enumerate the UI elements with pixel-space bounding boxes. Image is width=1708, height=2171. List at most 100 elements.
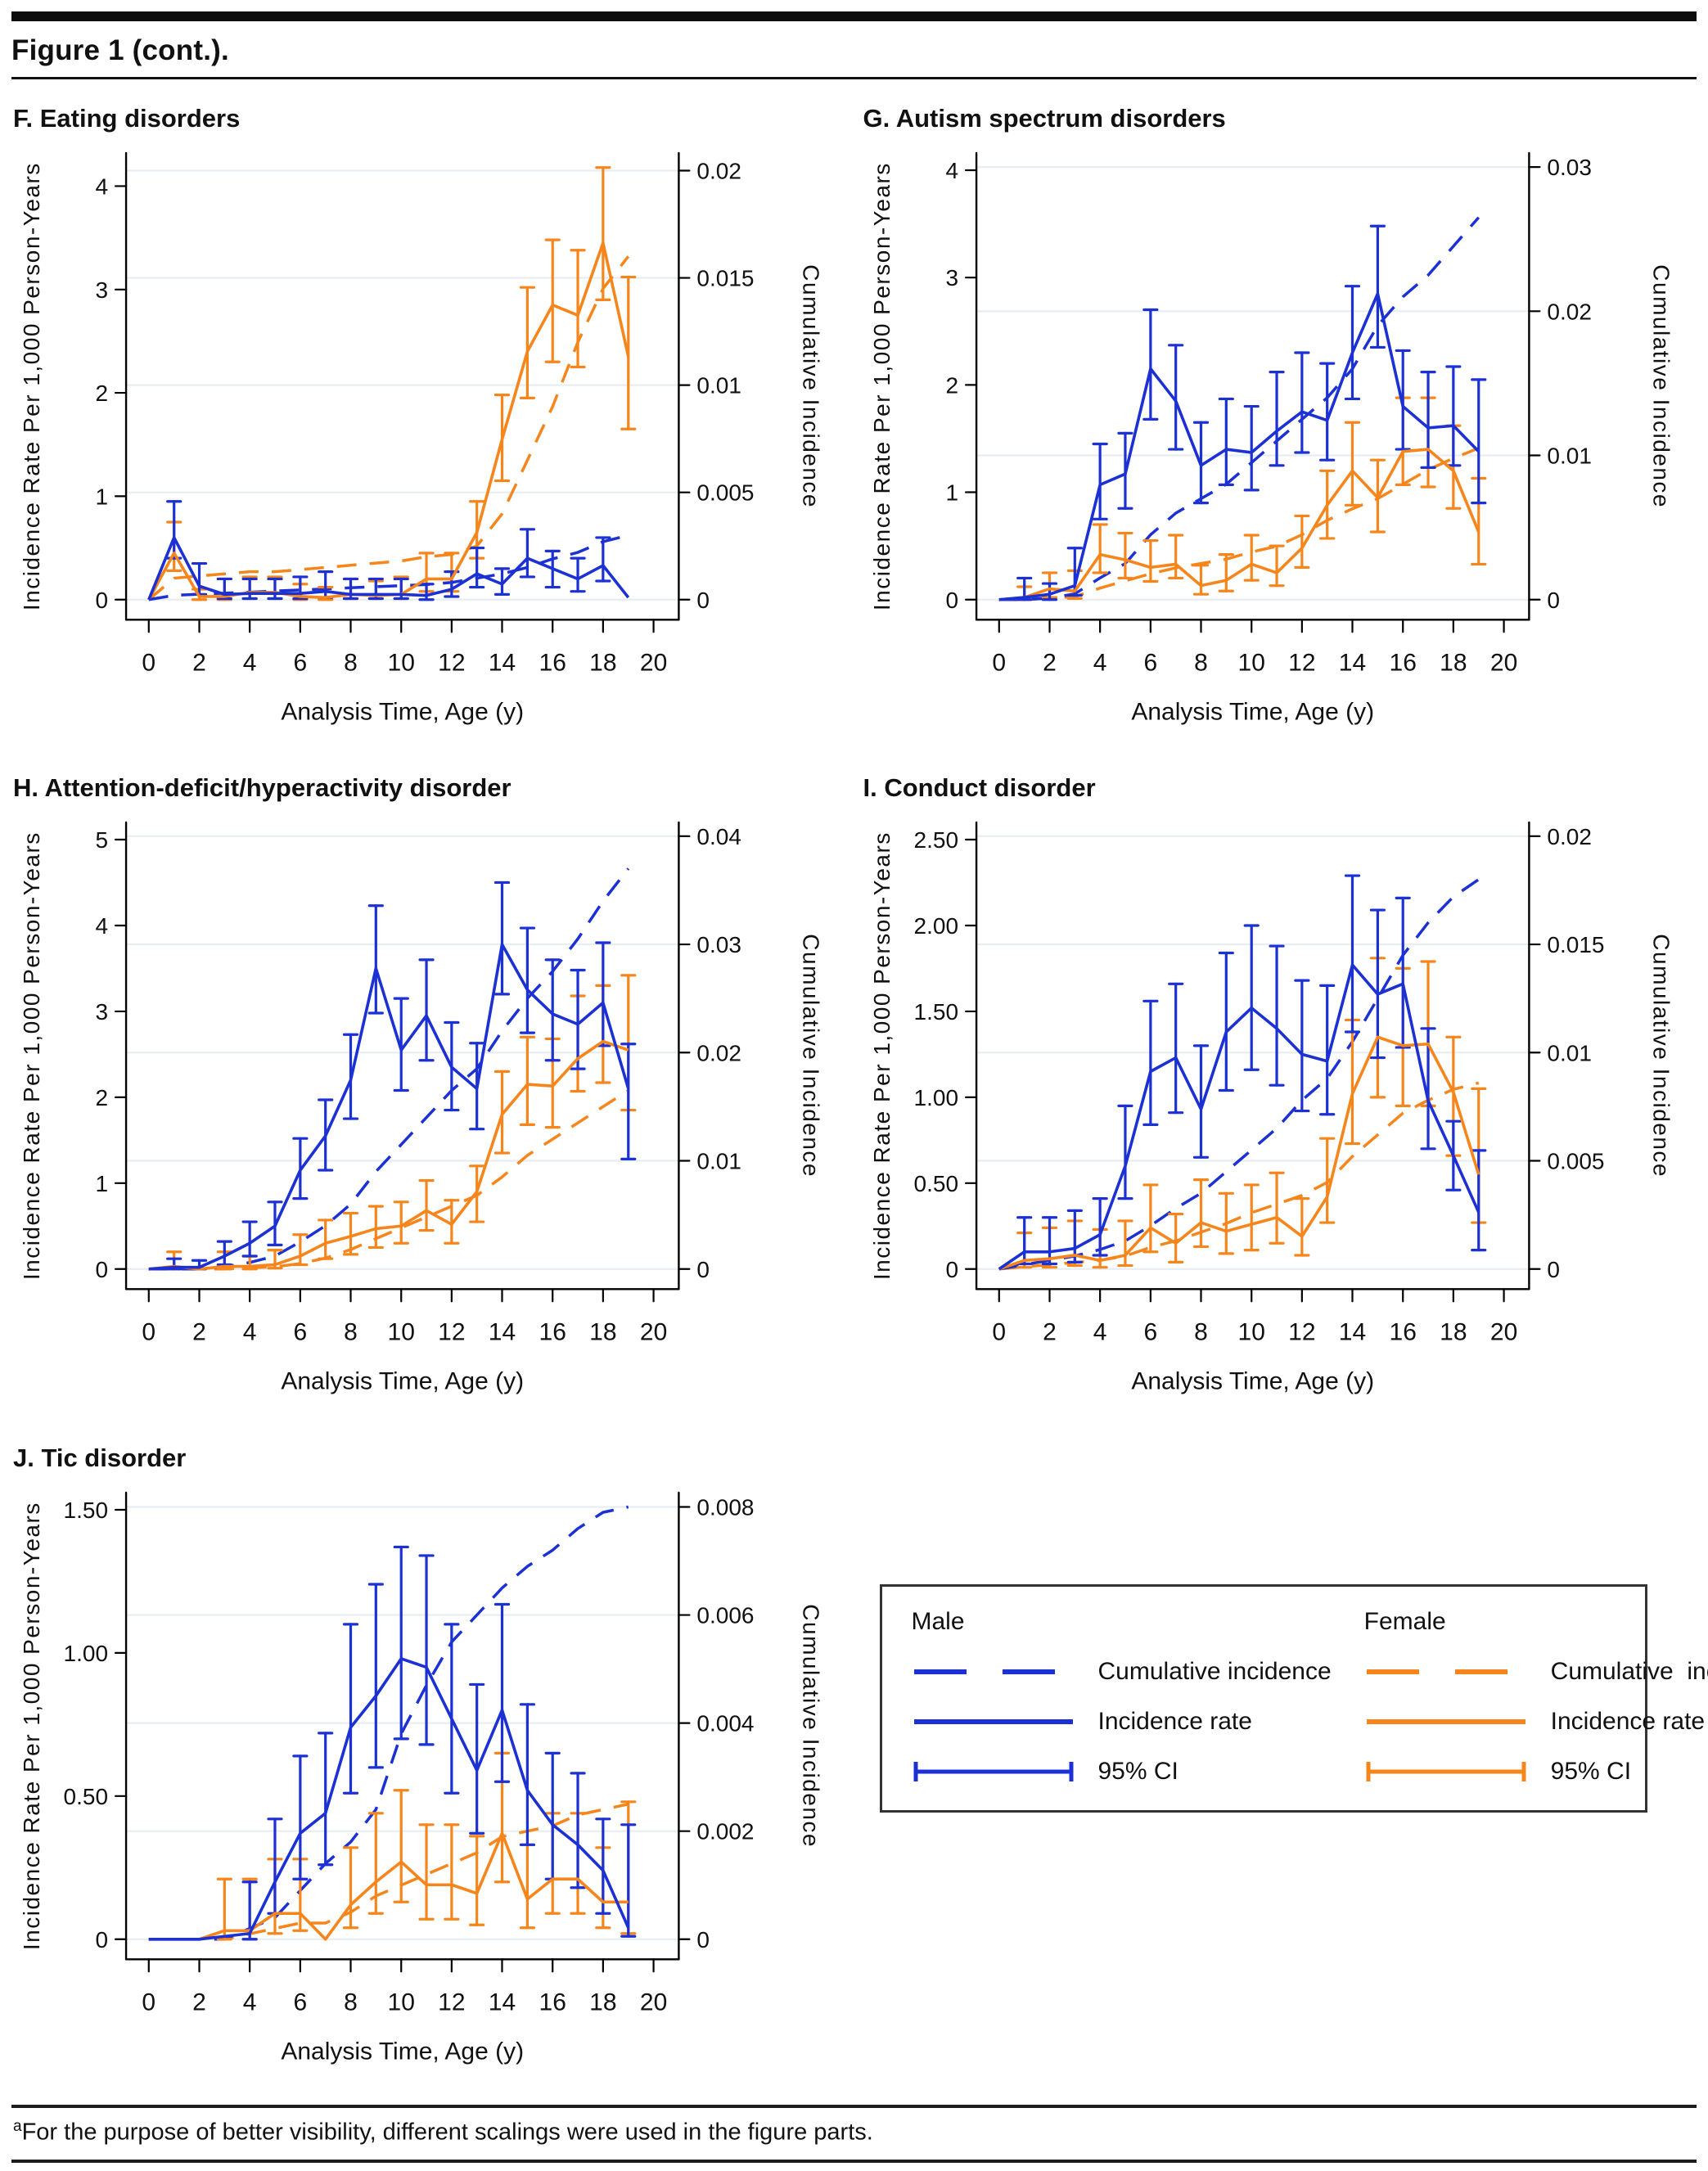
panel-grid: F. Eating disorders 0 1 2 3 4 0 0.005 0.01 0.015… bbox=[0, 104, 1708, 2083]
legend-column-male: Male Cumulative incidence Incidence rate bbox=[912, 1606, 1332, 1786]
left-axis-title: Incidence Rate Per 1,000 Person-Years bbox=[869, 162, 895, 610]
footnote-marker: a bbox=[13, 2118, 22, 2136]
x-tick-label: 14 bbox=[1338, 1319, 1365, 1346]
right-tick-label: 0.005 bbox=[696, 480, 754, 506]
panel-J: J. Tic disorder 0 0.50 1.00 1.50 0 0.002 0.004… bbox=[11, 1444, 847, 2083]
x-tick-label: 20 bbox=[640, 649, 667, 676]
x-tick-label: 14 bbox=[489, 649, 516, 676]
right-axis-title: Cumulative Incidence bbox=[1648, 935, 1674, 1178]
x-tick-label: 10 bbox=[388, 1319, 415, 1346]
male-incidence-rate-line bbox=[998, 292, 1480, 601]
x-tick-label: 6 bbox=[294, 1989, 308, 2016]
male-cumulative-incidence-line bbox=[148, 534, 629, 601]
male-cumulative-incidence-line bbox=[148, 867, 630, 1271]
panel-title-H: H. Attention-deficit/hyperactivity disor… bbox=[13, 773, 511, 803]
male-incidence-rate-line bbox=[148, 943, 630, 1271]
right-tick-label: 0.04 bbox=[696, 824, 741, 849]
legend-item-male-incidence-rate: Incidence rate bbox=[912, 1708, 1332, 1736]
left-tick-label: 0 bbox=[95, 1926, 108, 1952]
x-tick-label: 4 bbox=[243, 649, 257, 676]
panel-H: H. Attention-deficit/hyperactivity disor… bbox=[11, 773, 847, 1413]
x-tick-label: 20 bbox=[640, 1319, 667, 1346]
legend-header-female: Female bbox=[1363, 1607, 1446, 1635]
solid-line-sample-icon bbox=[913, 1718, 1073, 1724]
panel-F: F. Eating disorders 0 1 2 3 4 0 0.005 0.01 0.015… bbox=[11, 104, 847, 744]
figure-title: Figure 1 (cont.). bbox=[11, 34, 229, 66]
left-tick-label: 2 bbox=[95, 1085, 108, 1110]
male-cumulative-incidence-line bbox=[998, 216, 1480, 601]
right-tick-label: 0 bbox=[696, 1257, 710, 1282]
chart-conduct-disorder: 0 0.50 1.00 1.50 2.00 2.50 0 0.005 0.01 0.015 0.02… bbox=[869, 822, 1674, 1395]
left-tick-label: 3 bbox=[945, 265, 958, 291]
female-incidence-rate-line bbox=[998, 448, 1480, 601]
x-axis-title: Analysis Time, Age (y) bbox=[1131, 698, 1374, 725]
x-tick-label: 10 bbox=[388, 1989, 415, 2016]
left-tick-label: 0 bbox=[95, 1257, 108, 1282]
x-tick-label: 4 bbox=[1093, 1319, 1106, 1346]
left-tick-label: 1 bbox=[95, 1171, 108, 1196]
male-incidence-rate-line bbox=[998, 963, 1480, 1271]
right-tick-label: 0 bbox=[1547, 588, 1560, 613]
footnote-text: For the purpose of better visibility, di… bbox=[21, 2119, 873, 2146]
right-tick-label: 0.006 bbox=[696, 1602, 754, 1628]
x-tick-label: 0 bbox=[142, 1319, 155, 1346]
legend-item-male-ci: 95% CI bbox=[912, 1758, 1332, 1786]
x-tick-label: 0 bbox=[992, 1319, 1006, 1346]
right-tick-label: 0.01 bbox=[1547, 1041, 1592, 1066]
x-tick-label: 18 bbox=[1440, 649, 1467, 676]
x-tick-label: 12 bbox=[1288, 1319, 1315, 1346]
x-tick-label: 2 bbox=[1043, 1319, 1057, 1346]
left-tick-label: 2 bbox=[95, 381, 108, 406]
dashed-line-sample-icon bbox=[1366, 1669, 1525, 1674]
x-tick-label: 20 bbox=[1489, 649, 1516, 676]
left-axis-title: Incidence Rate Per 1,000 Person-Years bbox=[19, 832, 44, 1281]
x-tick-label: 14 bbox=[489, 1989, 516, 2016]
x-tick-label: 18 bbox=[1440, 1319, 1467, 1346]
legend-label: Cumulative incidence bbox=[1097, 1657, 1332, 1685]
x-tick-label: 2 bbox=[192, 649, 206, 676]
panel-I: I. Conduct disorder 0 0.50 1.00 1.50 2.00 2.5… bbox=[862, 773, 1697, 1413]
left-tick-label: 0.50 bbox=[913, 1171, 958, 1196]
footnote: aFor the purpose of better visibility, d… bbox=[11, 2105, 1697, 2163]
legend-cell: Male Cumulative incidence Incidence rate bbox=[862, 1444, 1708, 2083]
x-axis-title: Analysis Time, Age (y) bbox=[281, 698, 524, 725]
female-cumulative-incidence-line bbox=[998, 447, 1479, 601]
right-tick-label: 0.015 bbox=[696, 266, 754, 291]
left-tick-label: 4 bbox=[95, 173, 108, 199]
x-tick-label: 18 bbox=[589, 1319, 616, 1346]
x-tick-label: 8 bbox=[344, 1989, 358, 2016]
x-tick-label: 8 bbox=[1194, 649, 1208, 676]
x-axis-title: Analysis Time, Age (y) bbox=[1131, 1368, 1374, 1395]
x-tick-label: 6 bbox=[294, 1319, 308, 1346]
right-tick-label: 0 bbox=[1547, 1257, 1560, 1282]
right-tick-label: 0.004 bbox=[696, 1710, 754, 1736]
female-incidence-rate-line bbox=[148, 1831, 629, 1941]
x-tick-label: 4 bbox=[1093, 649, 1106, 676]
right-tick-label: 0.01 bbox=[696, 1149, 741, 1174]
x-tick-label: 20 bbox=[1489, 1319, 1516, 1346]
x-tick-label: 4 bbox=[243, 1319, 257, 1346]
x-tick-label: 12 bbox=[438, 649, 465, 676]
legend-header-male: Male bbox=[911, 1607, 965, 1635]
right-tick-label: 0 bbox=[696, 1926, 710, 1952]
left-tick-label: 0 bbox=[945, 588, 958, 613]
female-incidence-rate-line bbox=[998, 1035, 1480, 1271]
left-tick-label: 1.00 bbox=[64, 1641, 109, 1666]
left-tick-label: 2.00 bbox=[913, 913, 958, 939]
x-tick-label: 8 bbox=[344, 1319, 358, 1346]
right-tick-label: 0.002 bbox=[696, 1818, 754, 1844]
top-rule bbox=[11, 11, 1697, 21]
x-tick-label: 14 bbox=[1338, 649, 1365, 676]
left-tick-label: 0.50 bbox=[64, 1784, 109, 1809]
female-incidence-rate-line bbox=[148, 1040, 629, 1271]
x-tick-label: 16 bbox=[539, 649, 566, 676]
legend-label: Incidence rate bbox=[1550, 1707, 1706, 1735]
right-tick-label: 0.015 bbox=[1547, 932, 1604, 957]
x-tick-label: 20 bbox=[640, 1989, 667, 2016]
left-tick-label: 1.50 bbox=[913, 999, 958, 1025]
x-tick-label: 6 bbox=[294, 649, 308, 676]
x-tick-label: 6 bbox=[1143, 1319, 1157, 1346]
x-tick-label: 0 bbox=[142, 649, 155, 676]
